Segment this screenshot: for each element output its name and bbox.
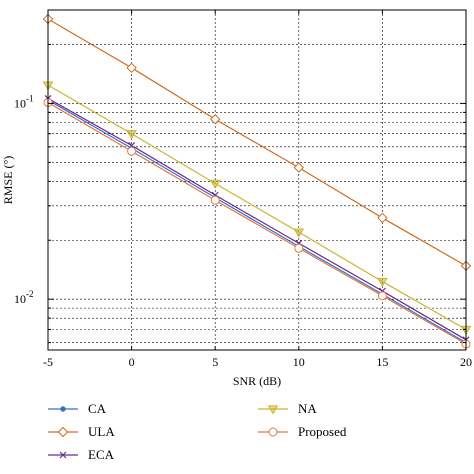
x-tick-label: 5 bbox=[212, 355, 218, 369]
data-point-ula bbox=[293, 162, 305, 173]
legend-label-na: NA bbox=[298, 401, 317, 416]
legend-marker-proposed bbox=[268, 427, 278, 437]
y-tick-exponent: -2 bbox=[26, 289, 34, 299]
plot-frame bbox=[47, 9, 467, 351]
x-tick-label: 10 bbox=[293, 355, 305, 369]
series-line-eca bbox=[47, 97, 467, 341]
legend-label-proposed: Proposed bbox=[298, 424, 347, 439]
x-tick-label: 0 bbox=[129, 355, 135, 369]
series-proposed bbox=[43, 98, 471, 349]
data-point-proposed bbox=[377, 291, 387, 301]
plot-background bbox=[48, 10, 466, 350]
data-point-na bbox=[209, 179, 221, 189]
y-tick-label: 10-2 bbox=[14, 289, 34, 306]
data-point-na bbox=[293, 228, 305, 238]
x-tick-label: -5 bbox=[43, 355, 53, 369]
data-point-proposed bbox=[294, 243, 304, 253]
legend-label-ca: CA bbox=[88, 401, 107, 416]
y-tick-exponent: -1 bbox=[26, 93, 34, 103]
y-tick-label: 10-1 bbox=[14, 93, 34, 110]
grid-lines bbox=[48, 10, 466, 350]
legend-item-ula: ULA bbox=[48, 424, 115, 439]
legend-item-proposed: Proposed bbox=[258, 424, 347, 439]
legend-item-na: NA bbox=[258, 401, 317, 416]
series-line-proposed bbox=[47, 102, 467, 345]
x-tick-label: 20 bbox=[460, 355, 472, 369]
legend-label-ula: ULA bbox=[88, 424, 115, 439]
data-point-na bbox=[377, 277, 388, 288]
series-line-na bbox=[47, 84, 467, 331]
series-line-ula bbox=[47, 18, 467, 267]
legend-marker-eca bbox=[59, 451, 67, 459]
legend-marker-ula bbox=[57, 426, 69, 438]
data-point-ula bbox=[126, 62, 137, 74]
x-tick-label: 15 bbox=[376, 355, 388, 369]
series-line-ca bbox=[47, 99, 467, 344]
data-point-proposed bbox=[127, 146, 137, 156]
y-tick-mantissa: 10 bbox=[14, 96, 26, 110]
y-axis-label: RMSE (°) bbox=[1, 156, 15, 204]
legend-marker-ca bbox=[60, 406, 66, 412]
legend: CA ULA ECA NA Proposed bbox=[48, 401, 347, 462]
legend-label-eca: ECA bbox=[88, 447, 115, 462]
legend-marker-na bbox=[267, 405, 279, 415]
data-point-ula bbox=[209, 114, 221, 125]
legend-item-eca: ECA bbox=[48, 447, 115, 462]
data-point-na bbox=[126, 130, 137, 140]
x-axis-label: SNR (dB) bbox=[233, 374, 281, 388]
data-point-ula bbox=[377, 212, 388, 224]
data-point-proposed bbox=[210, 195, 220, 205]
legend-item-ca: CA bbox=[48, 401, 107, 416]
y-tick-mantissa: 10 bbox=[14, 292, 26, 306]
